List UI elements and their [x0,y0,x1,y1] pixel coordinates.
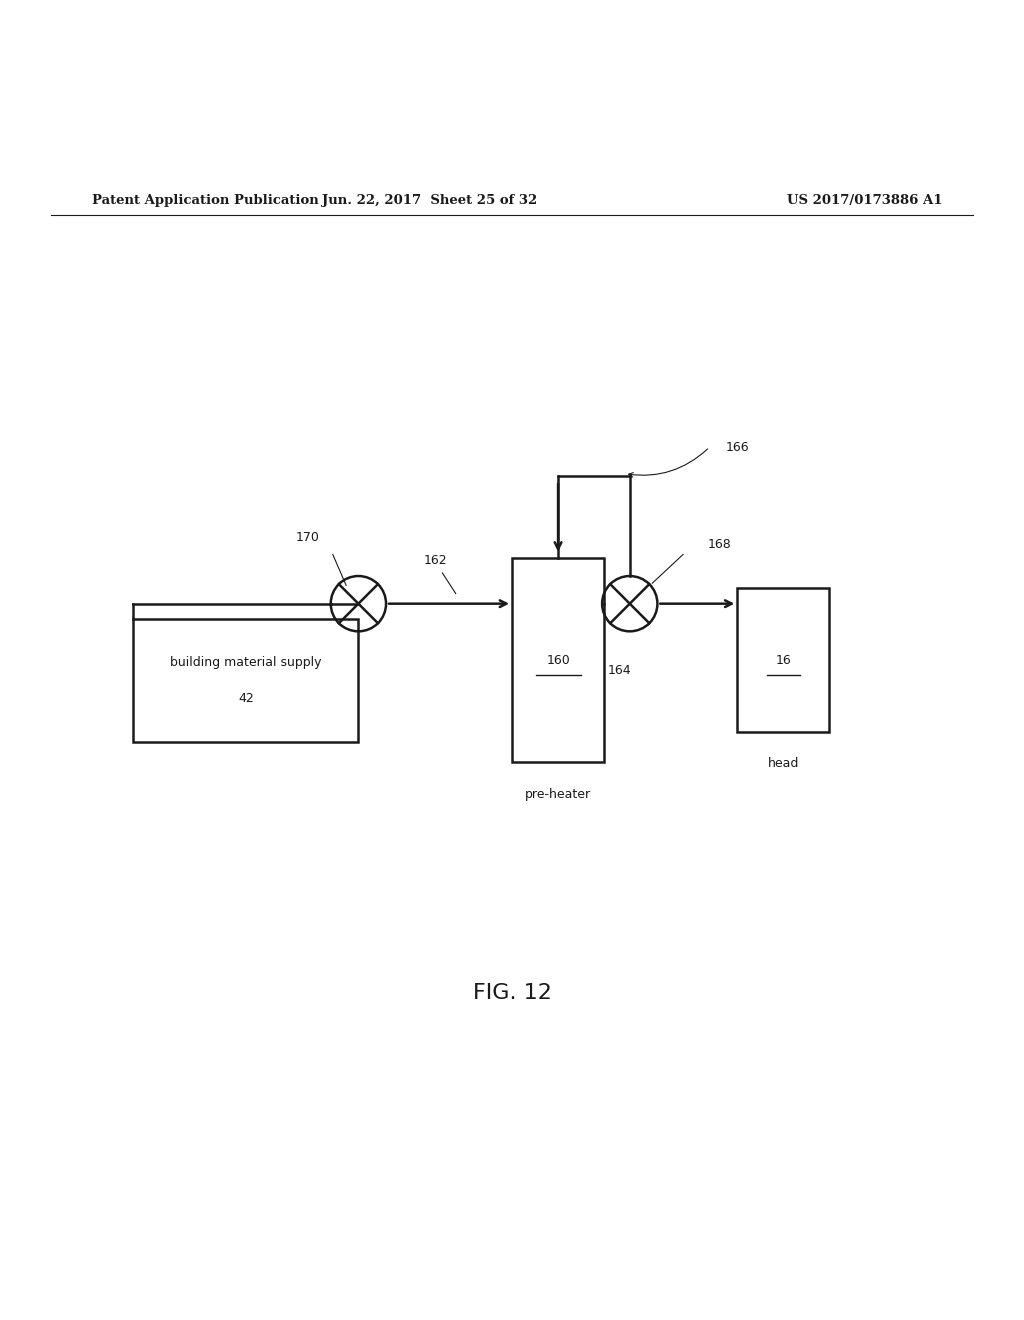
Text: FIG. 12: FIG. 12 [472,983,552,1003]
FancyBboxPatch shape [737,589,829,731]
Text: 164: 164 [607,664,632,677]
Text: 160: 160 [546,653,570,667]
Text: 16: 16 [775,653,792,667]
Text: head: head [768,758,799,771]
Text: Jun. 22, 2017  Sheet 25 of 32: Jun. 22, 2017 Sheet 25 of 32 [323,194,538,207]
FancyBboxPatch shape [133,619,358,742]
Text: 170: 170 [295,531,319,544]
Text: pre-heater: pre-heater [525,788,591,801]
Text: 162: 162 [423,554,447,568]
Text: 168: 168 [708,537,732,550]
FancyBboxPatch shape [512,557,604,763]
Text: building material supply: building material supply [170,656,322,668]
Text: 166: 166 [725,441,750,454]
Text: US 2017/0173886 A1: US 2017/0173886 A1 [786,194,942,207]
Text: 42: 42 [238,693,254,705]
Text: Patent Application Publication: Patent Application Publication [92,194,318,207]
